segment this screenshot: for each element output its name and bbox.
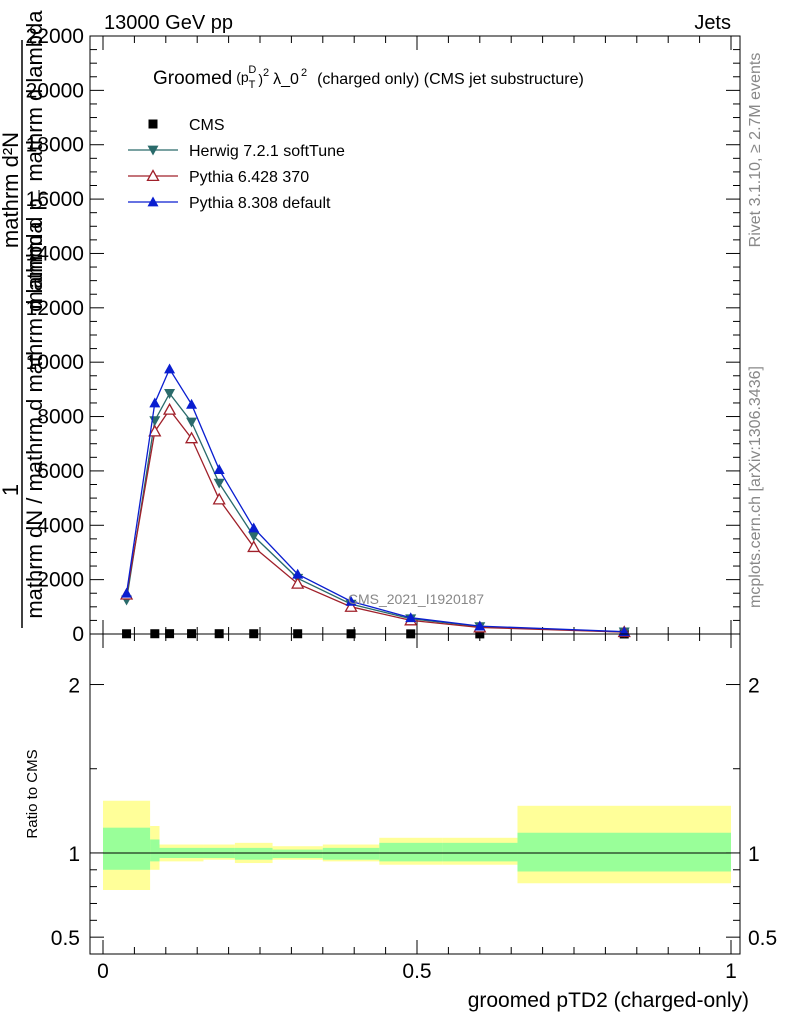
- collision-label: 13000 GeV pp: [104, 12, 233, 34]
- y-tick-label-zero: 0: [72, 623, 84, 646]
- data-point-s1-5: [248, 531, 260, 542]
- y-tick-label: 4000: [37, 514, 84, 537]
- stat-band-bin-10: [517, 832, 731, 872]
- ratio-bands: [103, 800, 731, 890]
- data-point-s2-2: [162, 402, 177, 415]
- data-point-s3-0: [121, 587, 133, 598]
- title-lambda-sup: 2: [301, 67, 307, 79]
- y-label-numerator: mathrm d²N: [0, 132, 23, 248]
- ratio-plot-frame: [89, 633, 741, 955]
- y-label-denominator-rest: mathrm d lambda: [22, 10, 47, 182]
- jets-label: Jets: [694, 12, 731, 34]
- y-tick-label: 10000: [26, 351, 84, 374]
- data-point-s3-9: [474, 620, 486, 631]
- y-label-denominator: mathrm d p: [22, 198, 47, 309]
- ratio-y-tick-label-right: 1: [748, 843, 760, 866]
- analysis-watermark: CMS_2021_I1920187: [348, 591, 484, 607]
- x-tick-label: 1: [725, 960, 737, 983]
- ratio-y-tick-label-left: 0.5: [51, 927, 80, 950]
- ratio-y-tick-label-left: 2: [68, 675, 80, 698]
- stat-band-bin-9: [442, 842, 518, 862]
- svg-text:mathrm d pTmathrm d lambda: mathrm d pTmathrm d lambda: [22, 10, 51, 310]
- data-point-s3-6: [292, 568, 304, 579]
- data-point-s2-4: [212, 492, 226, 505]
- ratio-ticks: 0.5 0.5 1 1 2 2 0 0.5 1: [51, 634, 777, 983]
- y-label-one: 1: [0, 484, 23, 496]
- data-point-s2-1: [148, 424, 162, 437]
- y-tick-label: 20000: [26, 79, 84, 102]
- y-tick-label: 2000: [37, 569, 84, 592]
- data-point-s2-3: [184, 431, 199, 444]
- legend-label-1: Herwig 7.2.1 softTune: [189, 143, 345, 160]
- legend-marker-1: [147, 145, 159, 156]
- y-tick-label: 14000: [26, 242, 84, 265]
- stat-band-bin-5: [234, 847, 273, 860]
- title-rest: (charged only) (CMS jet substructure): [317, 71, 584, 88]
- title-pt-sup: D: [248, 64, 256, 76]
- main-y-ticks: 2000 4000 6000 8000 10000 12000 14000 16000 1800…: [26, 25, 740, 646]
- legend-label-2: Pythia 6.428 370: [189, 169, 309, 186]
- title-close: ): [258, 71, 263, 87]
- title-groomed: Groomed: [153, 68, 232, 89]
- main-plot-frame: [89, 35, 741, 635]
- main-y-axis-label: 1 mathrm dN / mathrm d mathrm d lambda m…: [0, 10, 51, 628]
- data-point-s1-2: [164, 389, 176, 399]
- data-point-s3-3: [186, 398, 198, 409]
- stat-band-bin-8: [379, 842, 443, 862]
- svg-text:Groomed(pTD)2λ_02(charged only: Groomed (pTD)2 λ_0 2 (charged only) (CMS jet…: [153, 64, 584, 91]
- legend-marker-0: [148, 119, 158, 129]
- x-tick-label: 0: [97, 960, 109, 983]
- y-tick-label: 12000: [26, 297, 84, 320]
- x-axis-label: groomed pTD2 (charged-only): [468, 989, 749, 1012]
- data-point-s3-4: [213, 464, 225, 474]
- rivet-label: Rivet 3.1.10, ≥ 2.7M events: [747, 53, 764, 248]
- ratio-y-label: Ratio to CMS: [24, 749, 41, 838]
- title-square: 2: [263, 67, 269, 79]
- stat-band-bin-1: [150, 839, 160, 862]
- legend: CMS Herwig 7.2.1 softTune Pythia 6.428 370…: [128, 117, 345, 212]
- legend-label-0: CMS: [189, 117, 225, 134]
- stat-band-bin-7: [322, 847, 380, 860]
- y-tick-label: 8000: [37, 406, 84, 429]
- y-label-denominator-sub: T: [35, 189, 51, 198]
- data-point-s1-3: [186, 417, 198, 428]
- legend-marker-2: [146, 169, 160, 182]
- legend-label-3: Pythia 8.308 default: [189, 195, 331, 212]
- data-point-s1-4: [213, 478, 225, 489]
- ratio-y-tick-label-right: 0.5: [748, 927, 777, 950]
- data-point-s3-1: [149, 397, 161, 408]
- title-pt: (p: [236, 69, 249, 85]
- mcplots-label: mcplots.cern.ch [arXiv:1306.3436]: [747, 366, 764, 608]
- legend-marker-3: [147, 196, 159, 207]
- data-point-s3-7: [345, 595, 357, 606]
- stat-band-bin-6: [272, 849, 323, 858]
- y-tick-label: 6000: [37, 460, 84, 483]
- title-pt-sub: T: [249, 79, 256, 91]
- y-tick-label: 22000: [26, 25, 84, 48]
- data-point-s2-5: [247, 540, 261, 553]
- title-lambda: λ_0: [273, 71, 299, 88]
- data-point-s2-7: [344, 599, 358, 612]
- data-point-s3-2: [164, 363, 176, 374]
- data-point-s3-8: [405, 612, 417, 623]
- chart-title: Groomed (pTD)2 λ_0 2 (charged only) (CMS jet…: [153, 64, 584, 91]
- stat-band-bin-0: [103, 827, 151, 870]
- data-point-s3-5: [248, 522, 260, 533]
- ratio-y-tick-label-right: 2: [748, 675, 760, 698]
- x-tick-label: 0.5: [402, 960, 431, 983]
- y-tick-label: 16000: [26, 188, 84, 211]
- y-label-main: mathrm dN / mathrm d mathrm d lambda: [22, 221, 47, 619]
- data-point-s2-6: [291, 576, 305, 589]
- ratio-y-tick-label-left: 1: [68, 843, 80, 866]
- y-tick-label: 18000: [26, 134, 84, 157]
